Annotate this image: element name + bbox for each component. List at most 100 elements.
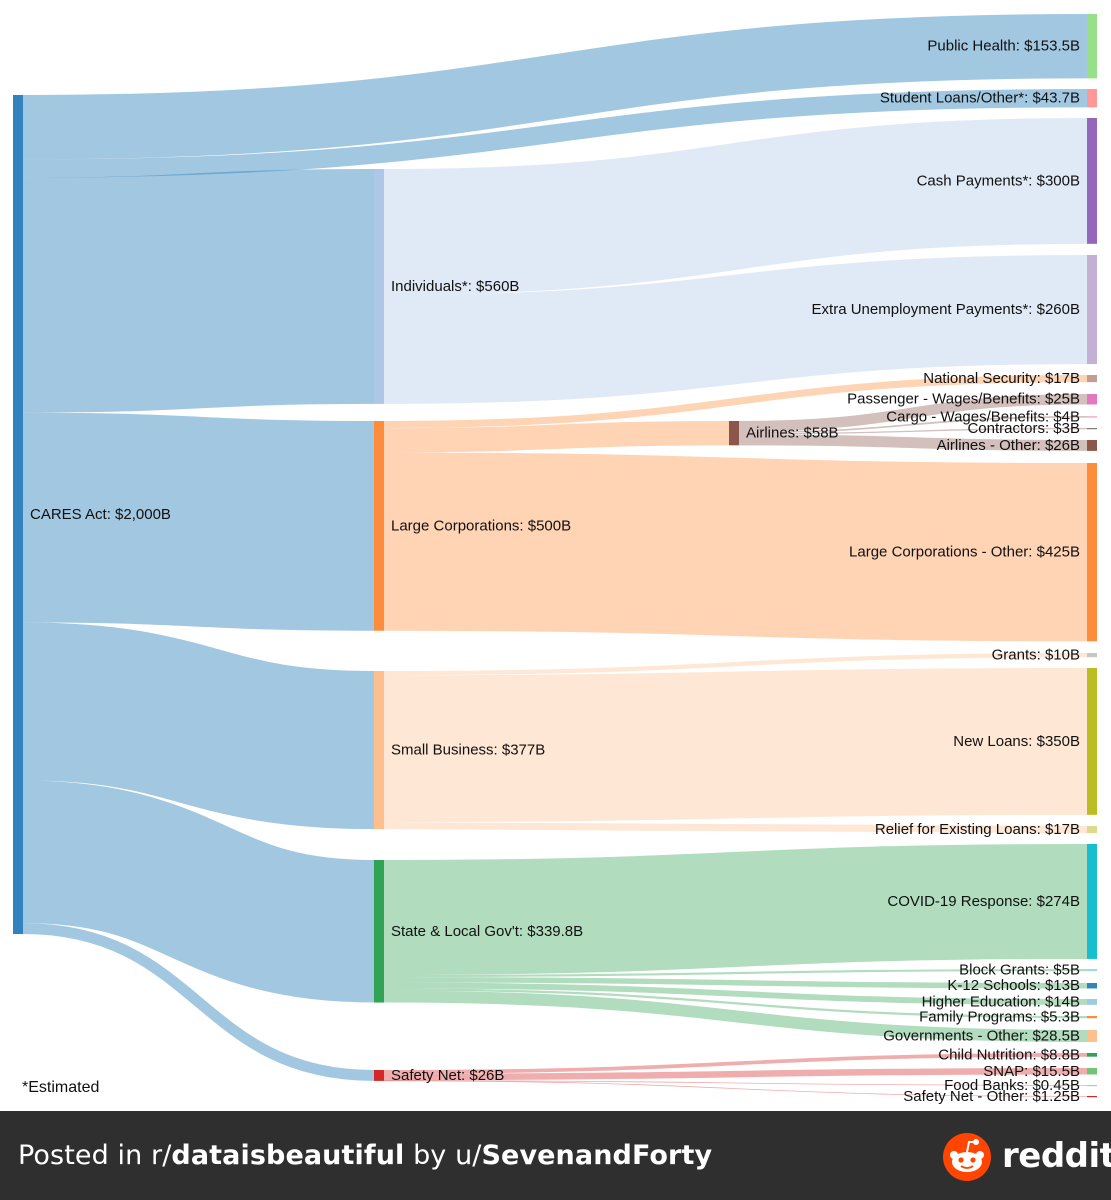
label-student_loans: Student Loans/Other*: $43.7B — [880, 90, 1080, 107]
link-small_business-new_loans — [383, 667, 1088, 823]
node-safety_other — [1087, 1096, 1097, 1098]
label-cargo: Cargo - Wages/Benefits: $4B — [886, 408, 1080, 425]
label-public_health: Public Health: $153.5B — [927, 38, 1080, 55]
footer-attribution: Posted in r/dataisbeautiful by u/Sevenan… — [18, 1140, 712, 1171]
footer-prefix: Posted in r/ — [18, 1140, 172, 1171]
link-small_business-relief_loans — [383, 822, 1088, 834]
node-grants — [1087, 653, 1097, 658]
node-cash_payments — [1087, 118, 1097, 244]
node-passenger — [1087, 394, 1097, 405]
label-safety_other: Safety Net - Other: $1.25B — [903, 1088, 1080, 1105]
label-child_nutrition: Child Nutrition: $8.8B — [938, 1046, 1080, 1063]
node-airlines_other — [1087, 440, 1097, 451]
node-state_local — [374, 860, 384, 1003]
label-new_loans: New Loans: $350B — [953, 733, 1080, 750]
node-family_programs — [1087, 1016, 1097, 1019]
link-cares-individuals — [22, 169, 375, 413]
reddit-footer: Posted in r/dataisbeautiful by u/Sevenan… — [0, 1111, 1111, 1200]
label-gov_other: Governments - Other: $28.5B — [883, 1027, 1080, 1044]
link-state_local-block_grants — [383, 969, 1088, 978]
label-higher_ed: Higher Education: $14B — [922, 993, 1080, 1010]
label-airlines: Airlines: $58B — [746, 425, 839, 442]
label-k12: K-12 Schools: $13B — [947, 977, 1080, 994]
link-small_business-grants — [383, 652, 1088, 676]
node-large_corps — [374, 421, 384, 631]
node-contractors — [1087, 428, 1097, 430]
reddit-alien-icon — [943, 1133, 991, 1181]
label-small_business: Small Business: $377B — [391, 742, 545, 759]
link-state_local-higher_ed — [383, 982, 1088, 1005]
link-individuals-unemployment — [383, 255, 1088, 404]
sankey-chart: CARES Act: $2,000B Public Health: $153.5B… — [13, 14, 1097, 1105]
node-child_nutrition — [1087, 1053, 1097, 1057]
node-airlines — [729, 421, 739, 446]
label-passenger: Passenger - Wages/Benefits: $25B — [847, 391, 1080, 408]
user-link[interactable]: SevenandForty — [481, 1140, 713, 1171]
node-relief_loans — [1087, 826, 1097, 834]
link-cares-small_business — [22, 622, 375, 830]
node-unemployment — [1087, 255, 1097, 365]
sankey-links — [21, 14, 1088, 1097]
link-airlines-airlines_other — [738, 434, 1088, 451]
label-state_local: State & Local Gov't: $339.8B — [391, 923, 583, 940]
node-cargo — [1087, 416, 1097, 418]
node-cares — [13, 95, 23, 934]
label-individuals: Individuals*: $560B — [391, 278, 519, 295]
subreddit-link[interactable]: dataisbeautiful — [171, 1140, 405, 1171]
label-lc_other: Large Corporations - Other: $425B — [849, 544, 1080, 561]
link-cares-student_loans — [22, 89, 1088, 178]
node-food_banks — [1087, 1085, 1097, 1087]
link-airlines-cargo — [738, 416, 1088, 434]
link-safety_net-food_banks — [383, 1080, 1088, 1086]
label-cash_payments: Cash Payments*: $300B — [917, 172, 1080, 189]
node-block_grants — [1087, 969, 1097, 972]
label-cares: CARES Act: $2,000B — [30, 506, 171, 523]
node-lc_other — [1087, 463, 1097, 642]
link-airlines-passenger — [738, 394, 1088, 432]
link-airlines-contractors — [738, 427, 1088, 435]
node-small_business — [374, 671, 384, 830]
sankey-nodes: CARES Act: $2,000B Public Health: $153.5B… — [13, 14, 1097, 1105]
link-state_local-gov_other — [383, 990, 1088, 1042]
label-grants: Grants: $10B — [992, 647, 1080, 664]
label-covid_response: COVID-19 Response: $274B — [887, 893, 1080, 910]
reddit-wordmark: reddit — [1002, 1136, 1111, 1176]
link-state_local-k12 — [383, 977, 1088, 989]
label-contractors: Contractors: $3B — [967, 420, 1080, 437]
node-student_loans — [1087, 89, 1097, 108]
sankey-svg: CARES Act: $2,000B Public Health: $153.5B… — [13, 14, 1097, 1105]
link-large_corps-national_security — [383, 375, 1088, 429]
label-food_banks: Food Banks: $0.45B — [944, 1077, 1080, 1094]
footer-middle: by u/ — [404, 1140, 482, 1171]
label-safety_net: Safety Net: $26B — [391, 1067, 504, 1084]
label-relief_loans: Relief for Existing Loans: $17B — [875, 821, 1080, 838]
link-cares-large_corps — [22, 412, 375, 631]
link-safety_net-safety_other — [383, 1080, 1088, 1097]
link-state_local-family_programs — [383, 988, 1088, 1019]
link-state_local-covid_response — [383, 843, 1088, 975]
node-gov_other — [1087, 1030, 1097, 1042]
node-individuals — [374, 169, 384, 404]
link-safety_net-child_nutrition — [383, 1053, 1088, 1074]
link-cares-safety_net — [22, 923, 375, 1081]
link-individuals-cash_payments — [383, 118, 1088, 295]
link-large_corps-lc_other — [383, 452, 1088, 642]
label-snap: SNAP: $15.5B — [983, 1063, 1080, 1080]
label-national_security: National Security: $17B — [923, 370, 1080, 387]
node-safety_net — [374, 1070, 384, 1081]
label-large_corps: Large Corporations: $500B — [391, 517, 571, 534]
label-block_grants: Block Grants: $5B — [959, 962, 1080, 979]
node-national_security — [1087, 375, 1097, 383]
footnote: *Estimated — [22, 1079, 100, 1096]
link-cares-state_local — [21, 780, 376, 1003]
label-family_programs: Family Programs: $5.3B — [919, 1009, 1080, 1026]
link-large_corps-airlines — [383, 420, 730, 453]
label-unemployment: Extra Unemployment Payments*: $260B — [812, 301, 1080, 318]
reddit-logo[interactable]: reddit — [940, 1133, 1111, 1181]
node-public_health — [1087, 14, 1097, 79]
link-safety_net-snap — [383, 1067, 1088, 1081]
node-snap — [1087, 1068, 1097, 1075]
label-airlines_other: Airlines - Other: $26B — [937, 437, 1080, 454]
link-cares-public_health — [22, 14, 1088, 160]
node-covid_response — [1087, 844, 1097, 959]
